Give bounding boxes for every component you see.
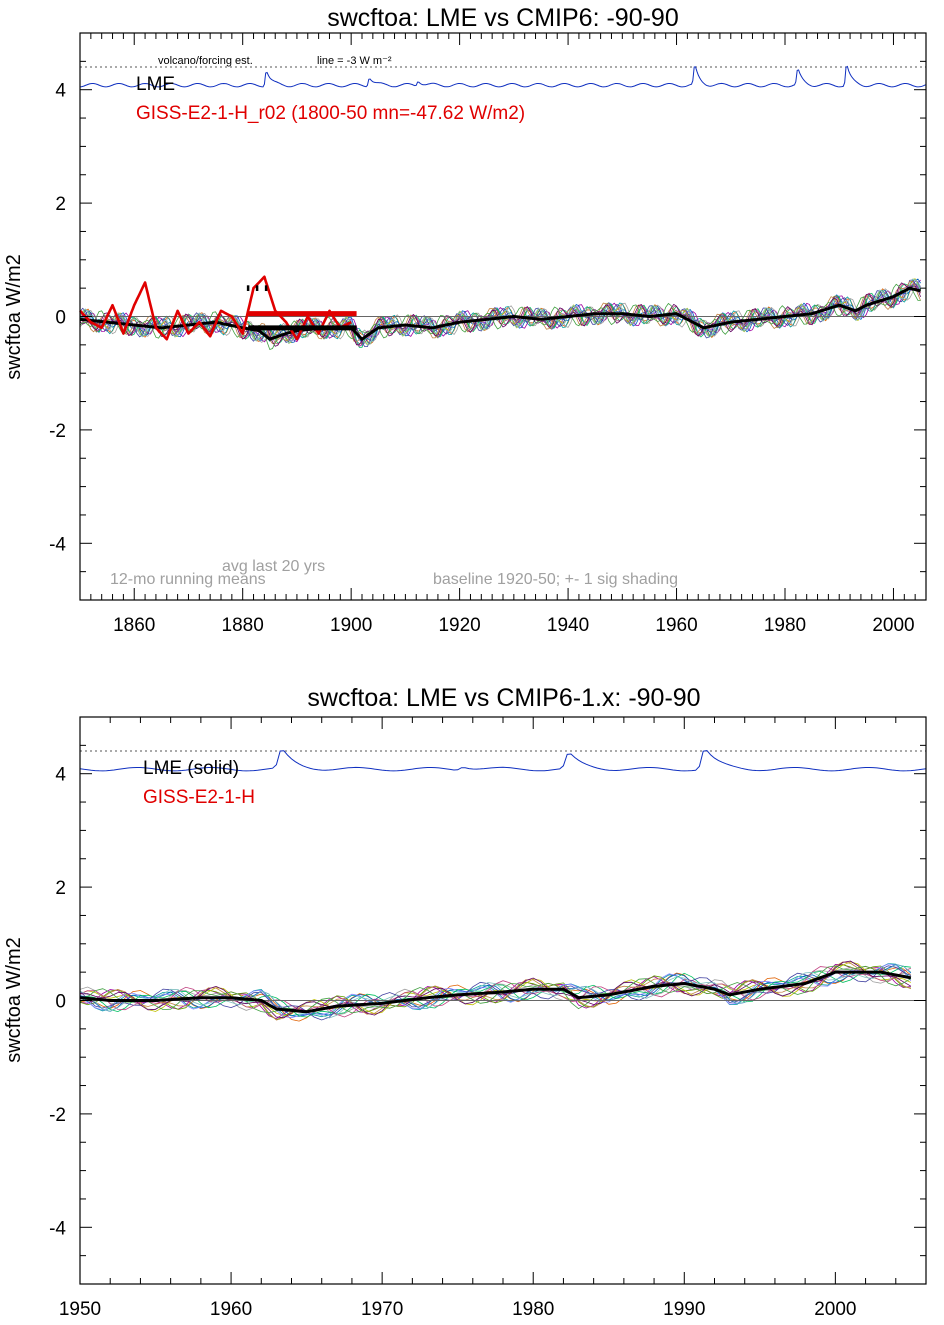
y-axis-label-top: swcftoa W/m2 [3, 254, 25, 380]
x-tick-label: 1980 [512, 1299, 554, 1320]
chart-title-bottom: swcftoa: LME vs CMIP6-1.x: -90-90 [307, 684, 700, 712]
x-tick-label: 1950 [59, 1299, 101, 1320]
series-bottom [79, 970, 912, 1014]
series-line [79, 286, 922, 341]
y-tick-label: 4 [55, 81, 66, 102]
y-tick-label: 0 [55, 308, 66, 329]
x-tick-label: 1970 [361, 1299, 403, 1320]
x-tick-label: 1920 [438, 615, 480, 636]
legend-lme-bottom: LME (solid) [143, 758, 239, 779]
y-tick-label: 4 [55, 765, 66, 786]
avg-note: avg last 20 yrs [222, 558, 325, 575]
legend-giss-bottom: GISS-E2-1-H [143, 787, 255, 808]
legend-lme-top: LME [136, 74, 175, 95]
x-tick-label: 2000 [814, 1299, 856, 1320]
x-axis-bottom: 1950 1960 1970 1980 1990 2000 [59, 717, 927, 1320]
series-top [79, 275, 922, 341]
y-tick-label: -2 [49, 1105, 66, 1126]
reference-lines-bottom [79, 749, 927, 1001]
y-tick-label: 2 [55, 878, 66, 899]
series-line [79, 275, 352, 341]
x-tick-label: 1940 [547, 615, 589, 636]
x-tick-label: 1900 [330, 615, 372, 636]
ensemble-member-line [79, 283, 921, 348]
running-note: 12-mo running means [110, 571, 266, 588]
ensemble-member-line [79, 279, 921, 348]
x-tick-label: 1960 [210, 1299, 252, 1320]
x-axis-top: 1860 1880 1900 1920 1940 1960 1980 2000 [79, 33, 927, 636]
panel-bottom: swcftoa: LME vs CMIP6-1.x: -90-90 swcfto… [3, 684, 927, 1320]
y-tick-label: 2 [55, 194, 66, 215]
x-tick-label: 1880 [222, 615, 264, 636]
ensemble-member-line [79, 283, 921, 351]
panel-top: swcftoa: LME vs CMIP6: -90-90 swcftoa W/… [3, 4, 927, 636]
x-tick-label: 1860 [113, 615, 155, 636]
chart-title-top: swcftoa: LME vs CMIP6: -90-90 [327, 4, 679, 32]
y-tick-label: -4 [49, 534, 66, 555]
baseline-note: baseline 1920-50; +- 1 sig shading [433, 571, 678, 588]
volcano-note: volcano/forcing est. [158, 55, 253, 67]
x-tick-label: 1960 [655, 615, 697, 636]
ensemble-member-line [79, 965, 912, 1021]
x-tick-label: 1980 [764, 615, 806, 636]
line-note: line = -3 W m⁻² [317, 55, 392, 67]
y-axis-top: -4 -2 0 2 4 [49, 32, 926, 601]
ensemble-member-line [79, 965, 911, 1018]
y-tick-label: -2 [49, 421, 66, 442]
y-tick-label: 0 [55, 992, 66, 1013]
y-axis-label-bottom: swcftoa W/m2 [3, 937, 25, 1063]
y-axis-bottom: -4 -2 0 2 4 [49, 716, 926, 1285]
volcano-forcing-line [79, 65, 927, 88]
x-tick-label: 2000 [872, 615, 914, 636]
legend-giss-top: GISS-E2-1-H_r02 (1800-50 mn=-47.62 W/m2) [136, 103, 525, 124]
series-line [79, 970, 912, 1014]
y-tick-label: -4 [49, 1218, 66, 1239]
volcano-forcing-line [79, 749, 927, 772]
x-tick-label: 1990 [663, 1299, 705, 1320]
